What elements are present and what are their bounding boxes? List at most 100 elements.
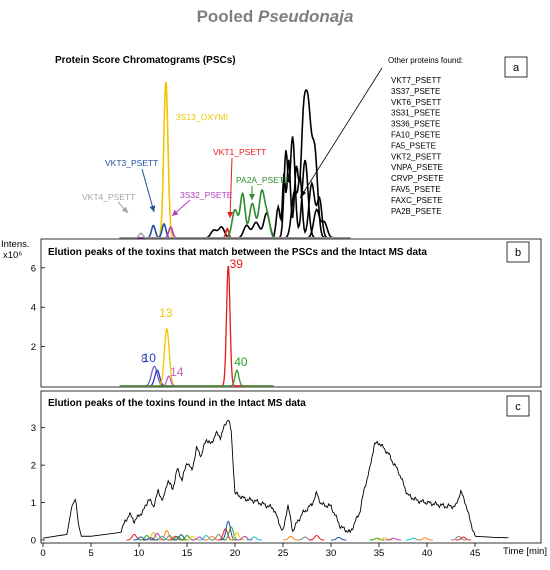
psc-label-arrowhead bbox=[249, 194, 255, 200]
other-proteins-list: VKT7_PSETT 3S37_PSETE VKT6_PSETT 3S31_PSETE… bbox=[391, 76, 444, 216]
panel-b-y-tick-label: 6 bbox=[31, 263, 36, 274]
figure-title-prefix: Pooled bbox=[197, 7, 258, 26]
panel-c-total-ion-trace bbox=[42, 419, 509, 539]
other-protein-item: 3S36_PSETE bbox=[391, 120, 440, 129]
panel-a-labels: 3S13_OXYMI VKT1_PSETT PA2A_PSETE VKT3_PSETT… bbox=[82, 112, 290, 219]
other-protein-trace bbox=[119, 208, 351, 239]
other-protein-item: FAXC_PSETE bbox=[391, 196, 443, 205]
psc-trace bbox=[119, 227, 351, 239]
other-protein-item: 3S37_PSETE bbox=[391, 87, 440, 96]
deconvoluted-peak bbox=[246, 536, 262, 541]
psc-trace bbox=[119, 232, 351, 239]
panel-a-curves bbox=[119, 81, 351, 239]
deconvoluted-peak bbox=[385, 537, 402, 541]
panel-a-title: Protein Score Chromatograms (PSCs) bbox=[55, 55, 236, 66]
panel-c-x-ticks: 0 5 10 15 20 25 30 35 40 45 bbox=[40, 543, 480, 559]
psc-label-arrowhead bbox=[172, 209, 179, 216]
deconvoluted-peak bbox=[217, 528, 234, 541]
panel-c-x-tick-label: 25 bbox=[278, 548, 289, 559]
panel-c-x-tick-label: 30 bbox=[326, 548, 337, 559]
toxin-peak-label: 8 bbox=[141, 351, 148, 365]
panel-b-frame bbox=[40, 238, 542, 388]
deconvoluted-peak bbox=[455, 536, 472, 541]
psc-label: 3S32_PSETE bbox=[180, 190, 233, 200]
figure-title-italic: Pseudonaja bbox=[258, 7, 353, 26]
psc-label: VKT3_PSETT bbox=[105, 158, 158, 168]
psc-label: PA2A_PSETE bbox=[236, 175, 290, 185]
toxin-peak bbox=[119, 365, 274, 387]
panel-c-x-tick-label: 10 bbox=[134, 548, 145, 559]
panel-b-y-ticks: 2 4 6 bbox=[31, 263, 45, 353]
panel-c-y-tick-label: 2 bbox=[31, 461, 36, 472]
deconvoluted-peak bbox=[223, 526, 239, 541]
other-protein-item: FAV5_PSETE bbox=[391, 185, 441, 194]
panel-a-letter: a bbox=[513, 62, 520, 74]
deconvoluted-peak bbox=[185, 535, 201, 541]
panel-c-x-tick-label: 0 bbox=[40, 548, 45, 559]
psc-label: 3S13_OXYMI bbox=[176, 112, 228, 122]
panel-b: Elution peaks of the toxins that match b… bbox=[1, 238, 542, 388]
other-protein-item: FA5_PSETE bbox=[391, 141, 436, 150]
panel-b-letter-box bbox=[506, 241, 530, 263]
panel-c-x-axis-label: Time [min] bbox=[503, 546, 547, 557]
panel-c: Elution peaks of the toxins found in the… bbox=[31, 390, 547, 559]
other-protein-item: VKT2_PSETT bbox=[391, 152, 441, 161]
panel-b-y-tick-label: 4 bbox=[31, 303, 36, 314]
deconvoluted-peak bbox=[417, 537, 433, 541]
panel-a-letter-box bbox=[504, 56, 528, 78]
toxin-peak-label: 13 bbox=[159, 306, 173, 320]
psc-trace bbox=[119, 222, 351, 239]
toxin-peak-label: 39 bbox=[230, 257, 244, 271]
panel-b-y-axis-label: Intens. bbox=[1, 239, 30, 250]
psc-label-arrow bbox=[141, 168, 155, 213]
deconvoluted-peak bbox=[330, 536, 347, 541]
psc-label-arrowhead bbox=[121, 206, 128, 213]
panel-c-deconvoluted-peaks bbox=[126, 520, 472, 541]
other-protein-item: FA10_PSETE bbox=[391, 131, 440, 140]
other-protein-item: PA2B_PSETE bbox=[391, 207, 442, 216]
panel-b-y-multiplier: x10⁶ bbox=[3, 250, 22, 261]
panel-c-y-tick-label: 1 bbox=[31, 498, 36, 509]
other-protein-item: VNPA_PSETE bbox=[391, 163, 443, 172]
deconvoluted-peak bbox=[169, 536, 186, 541]
panel-c-y-tick-label: 3 bbox=[31, 423, 36, 434]
toxin-peak bbox=[119, 369, 274, 387]
panel-c-frame bbox=[40, 390, 542, 544]
toxin-peak bbox=[119, 375, 274, 387]
panel-c-x-tick-label: 15 bbox=[182, 548, 193, 559]
other-protein-item: VKT6_PSETT bbox=[391, 98, 441, 107]
psc-label-arrowhead bbox=[227, 211, 234, 218]
toxin-peak-label: 10 bbox=[143, 351, 157, 365]
panel-c-letter: c bbox=[515, 401, 521, 413]
psc-label: VKT4_PSETT bbox=[82, 192, 135, 202]
psc-label-arrow bbox=[229, 157, 233, 219]
panel-b-y-tick-label: 2 bbox=[31, 342, 36, 353]
toxin-peak-label: 40 bbox=[234, 355, 248, 369]
psc-label-arrowhead bbox=[149, 205, 156, 212]
panel-c-title: Elution peaks of the toxins found in the… bbox=[48, 398, 306, 409]
deconvoluted-peak bbox=[283, 535, 299, 541]
panel-c-y-ticks: 0 1 2 3 bbox=[31, 423, 45, 547]
other-protein-item: CRVP_PSETE bbox=[391, 174, 444, 183]
deconvoluted-peak bbox=[204, 535, 220, 541]
other-protein-item: 3S31_PSETE bbox=[391, 109, 440, 118]
deconvoluted-peak bbox=[451, 535, 467, 541]
deconvoluted-peak bbox=[220, 520, 236, 541]
panel-b-curves bbox=[119, 265, 274, 387]
panel-c-y-tick-label: 0 bbox=[31, 536, 36, 547]
panel-b-letter: b bbox=[515, 247, 521, 259]
deconvoluted-peak bbox=[229, 531, 245, 541]
figure-title: Pooled Pseudonaja bbox=[197, 7, 354, 26]
toxin-peak bbox=[119, 369, 274, 387]
panel-b-peak-labels: 810 13 14 39 40 bbox=[141, 257, 248, 379]
psc-label: VKT1_PSETT bbox=[213, 147, 266, 157]
panel-c-x-tick-label: 20 bbox=[230, 548, 241, 559]
panel-b-title: Elution peaks of the toxins that match b… bbox=[48, 247, 427, 258]
deconvoluted-peak bbox=[308, 534, 325, 541]
panel-c-x-tick-label: 40 bbox=[422, 548, 433, 559]
panel-c-letter-box bbox=[506, 395, 530, 417]
panel-c-x-tick-label: 45 bbox=[470, 548, 481, 559]
other-proteins-arrowhead bbox=[300, 190, 306, 198]
panel-a: Protein Score Chromatograms (PSCs) 3S13_… bbox=[55, 55, 528, 239]
